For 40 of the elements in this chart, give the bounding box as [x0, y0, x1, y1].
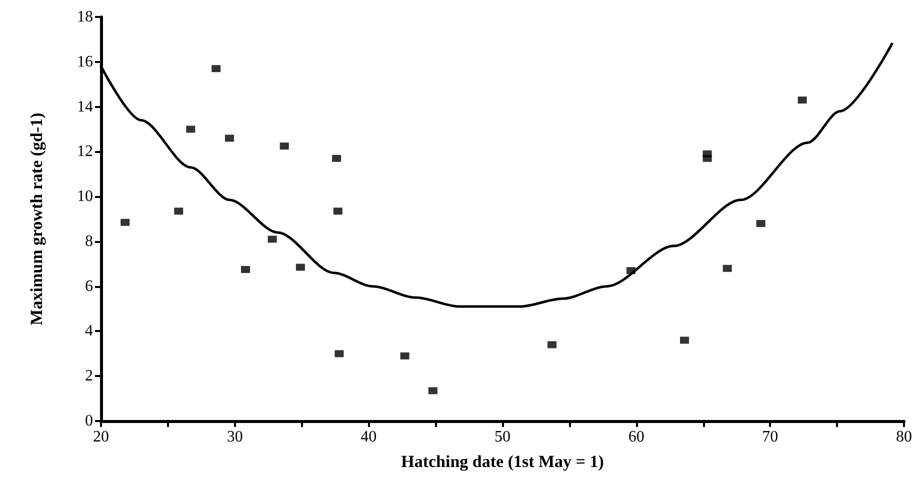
point	[334, 350, 344, 358]
point	[241, 266, 250, 273]
point	[120, 218, 130, 226]
y-tick-label: 12	[77, 143, 93, 160]
y-tick-label: 0	[85, 412, 93, 430]
x-tick-label: 50	[494, 428, 510, 446]
point	[333, 208, 342, 215]
point	[212, 65, 221, 72]
x-tick-label: 60	[628, 428, 644, 446]
point	[702, 154, 712, 162]
y-tick-label: 4	[85, 322, 93, 340]
point	[332, 154, 342, 162]
y-tick-label: 18	[77, 8, 93, 26]
point	[400, 352, 410, 360]
point	[224, 134, 234, 142]
x-tick-label: 30	[226, 428, 243, 446]
y-tick-label: 6	[85, 278, 93, 295]
x-tick-label: 70	[762, 428, 778, 446]
point	[174, 208, 184, 215]
point	[626, 267, 636, 274]
point	[798, 96, 807, 104]
point	[756, 220, 766, 227]
y-axis-title: Maximum growth rate (gd-1)	[27, 112, 46, 326]
point	[680, 336, 690, 344]
y-tick-label: 2	[85, 368, 93, 385]
point	[296, 264, 305, 271]
y-tick-label: 16	[77, 53, 93, 70]
y-tick-label: 14	[77, 98, 93, 116]
point	[548, 341, 557, 348]
x-tick-label: 80	[896, 428, 912, 446]
point	[280, 142, 289, 150]
x-axis-title: Hatching date (1st May = 1)	[401, 452, 604, 471]
x-tick-label: 20	[93, 428, 109, 446]
y-tick-label: 8	[85, 232, 93, 250]
point	[722, 264, 732, 272]
x-tick-label: 40	[360, 428, 377, 446]
point	[428, 387, 438, 394]
point	[186, 126, 196, 133]
point	[268, 236, 277, 243]
y-tick-label: 10	[77, 188, 93, 206]
